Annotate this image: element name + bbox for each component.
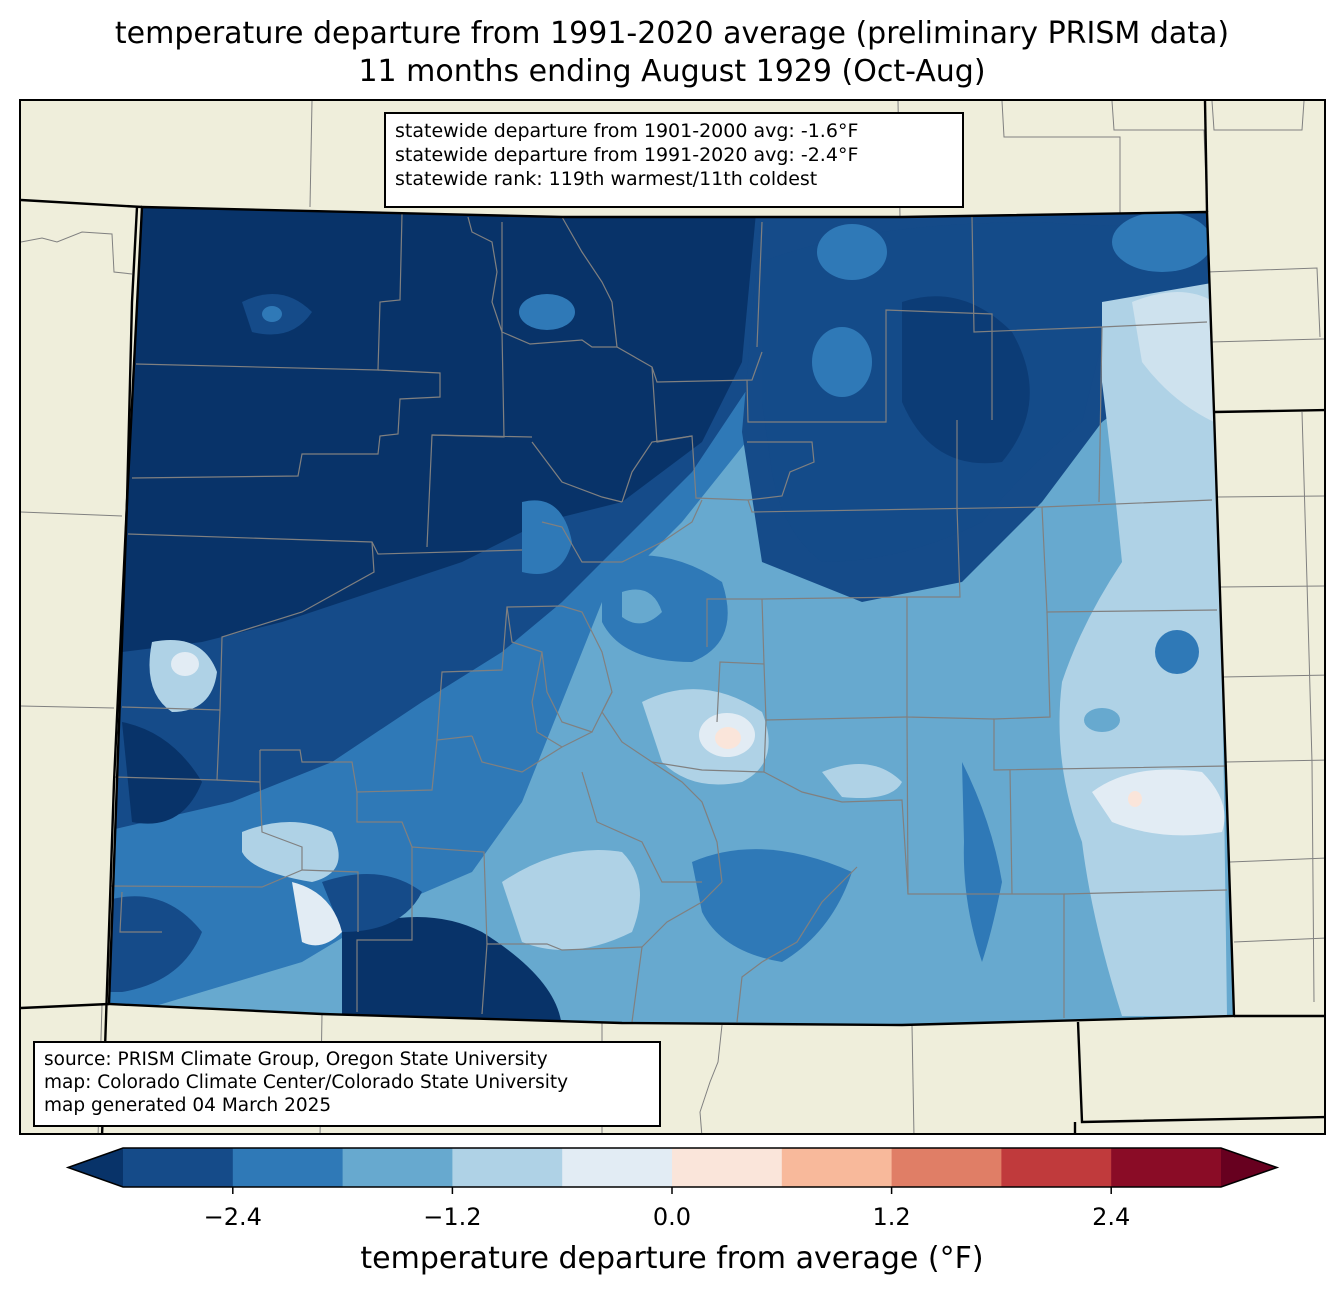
colorbar-ticks: −2.4 −1.2 0.0 1.2 2.4 xyxy=(204,1187,1130,1231)
colorbar-tick-label: −1.2 xyxy=(423,1203,481,1231)
temperature-field xyxy=(109,207,1234,1025)
stats-line-1901-2000: statewide departure from 1901-2000 avg: … xyxy=(395,120,859,142)
colorbar-segment xyxy=(342,1148,453,1187)
colorbar-segment xyxy=(232,1148,344,1187)
colorbar-segment xyxy=(452,1148,563,1187)
stats-line-1991-2020: statewide departure from 1991-2020 avg: … xyxy=(395,144,859,166)
colorbar-segment xyxy=(123,1148,234,1187)
colorbar-segment xyxy=(1111,1148,1222,1187)
map-subtitle: 11 months ending August 1929 (Oct-Aug) xyxy=(358,54,986,89)
map-panel: statewide departure from 1901-2000 avg: … xyxy=(19,99,1326,1135)
colorbar-tick-label: 1.2 xyxy=(873,1203,911,1231)
colorbar-segment xyxy=(562,1148,673,1187)
colorbar-segments xyxy=(65,1147,1280,1188)
map-title: temperature departure from 1991-2020 ave… xyxy=(114,16,1230,51)
colorbar-tick-label: 2.4 xyxy=(1092,1203,1130,1231)
county-lines xyxy=(109,213,1228,1023)
generated-date-line: map generated 04 March 2025 xyxy=(44,1095,332,1116)
source-box: source: PRISM Climate Group, Oregon Stat… xyxy=(33,1041,661,1127)
colorbar-extend-low xyxy=(68,1148,123,1187)
colorbar: −2.4 −1.2 0.0 1.2 2.4 xyxy=(65,1147,1280,1231)
colorbar-label: temperature departure from average (°F) xyxy=(360,1241,984,1276)
statewide-stats-box: statewide departure from 1901-2000 avg: … xyxy=(384,112,964,208)
source-line: source: PRISM Climate Group, Oregon Stat… xyxy=(44,1049,548,1070)
stats-line-rank: statewide rank: 119th warmest/11th colde… xyxy=(395,168,818,190)
colorbar-extend-high xyxy=(1221,1148,1277,1187)
colorbar-segment xyxy=(672,1148,783,1187)
colorbar-outline xyxy=(65,1147,1280,1188)
colorbar-segment xyxy=(1001,1148,1112,1187)
colorado-map xyxy=(21,101,1324,1133)
colorbar-tick-label: 0.0 xyxy=(653,1203,691,1231)
colorbar-segment xyxy=(781,1148,893,1187)
colorbar-segment xyxy=(891,1148,1002,1187)
state-borders xyxy=(21,101,1324,1133)
colorbar-tick-label: −2.4 xyxy=(204,1203,262,1231)
map-credit-line: map: Colorado Climate Center/Colorado St… xyxy=(44,1072,569,1093)
